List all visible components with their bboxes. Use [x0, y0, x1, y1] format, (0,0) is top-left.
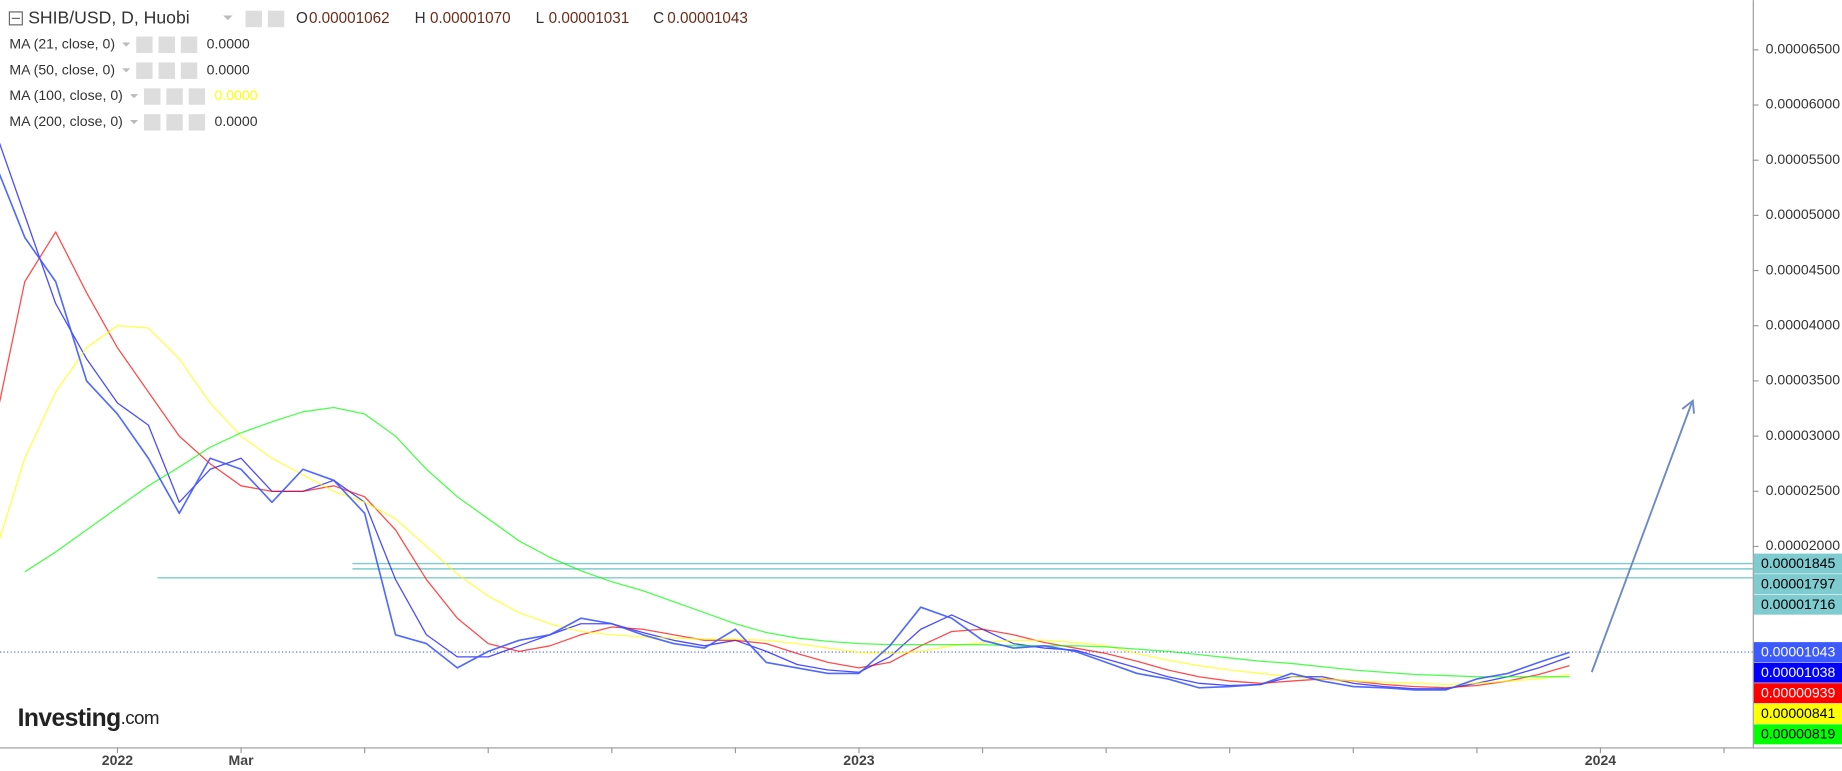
collapse-icon[interactable]: [8, 11, 23, 26]
legend-icon[interactable]: [180, 36, 198, 54]
legend-icon[interactable]: [188, 114, 206, 131]
price-tag: [1753, 594, 1842, 615]
legend-dropdown: [129, 120, 139, 125]
legend-label: MA (100, close, 0): [9, 87, 122, 103]
settings-icon[interactable]: [267, 10, 285, 28]
legend-icon[interactable]: [180, 62, 198, 79]
y-tick-label: 0.00002000: [1766, 537, 1841, 553]
legend-dropdown: [129, 94, 139, 99]
logo-suffix: .com: [121, 707, 159, 728]
y-tick-label: 0.00003500: [1766, 372, 1841, 388]
logo: Investing.com: [18, 705, 159, 732]
dropdown[interactable]: [223, 15, 233, 21]
legend-dropdown: [122, 42, 131, 47]
legend-icon[interactable]: [158, 36, 175, 54]
legend-icon[interactable]: [166, 88, 183, 105]
legend-icon[interactable]: [144, 114, 161, 131]
x-tick-label: 2024: [1585, 752, 1616, 768]
price-tag-label: 0.00000819: [1761, 726, 1836, 742]
ma-line: [24, 406, 1570, 678]
price-tag-label: 0.00001043: [1761, 643, 1836, 659]
price-tag-label: 0.00000939: [1761, 685, 1836, 701]
legend-icon[interactable]: [136, 62, 153, 79]
price-tag-label: 0.00001716: [1761, 596, 1836, 612]
price-tag: [1753, 642, 1842, 663]
y-tick-label: 0.00005500: [1766, 151, 1841, 167]
legend-icon[interactable]: [136, 36, 153, 54]
price-tag-label: 0.00001845: [1761, 555, 1836, 571]
projection-arrow: [1590, 402, 1693, 673]
ohlc-value: 0.00001031: [549, 10, 630, 27]
x-tick-label: 2022: [102, 752, 133, 768]
y-tick-label: 0.00004500: [1766, 261, 1841, 277]
symbol: SHIB/USD, D, Huobi: [28, 8, 189, 28]
ohlc-key: H: [415, 10, 426, 27]
arrow-head: [1681, 398, 1695, 414]
price-tag-label: 0.00000841: [1761, 705, 1836, 721]
legend-icon[interactable]: [166, 114, 183, 131]
ohlc-key: L: [536, 10, 545, 27]
legend-value: 0.0000: [214, 113, 257, 129]
legend-label: MA (50, close, 0): [9, 61, 115, 77]
price-tag: [1753, 574, 1842, 595]
ohlc-key: C: [653, 10, 664, 27]
legend: MA (21, close, 0) 0.0000 MA (50, close, 0)…: [9, 36, 258, 131]
legend-dropdown: [122, 68, 131, 73]
price-tag-label: 0.00001038: [1761, 664, 1836, 680]
price-tag: [1753, 662, 1842, 683]
y-tick-label: 0.00005000: [1766, 206, 1841, 222]
legend-icon[interactable]: [188, 88, 206, 105]
y-tick-label: 0.00004000: [1766, 316, 1841, 332]
y-tick-label: 0.00006000: [1766, 96, 1841, 112]
legend-icon[interactable]: [158, 62, 175, 79]
y-tick-label: 0.00003000: [1766, 427, 1841, 443]
ohlc-value: 0.00001043: [667, 10, 748, 27]
visibility-icon[interactable]: [245, 10, 262, 28]
y-tick-label: 0.00006500: [1766, 41, 1841, 57]
plot-area: [0, 142, 1753, 691]
ohlc-key: O: [296, 10, 308, 27]
logo-brand: Investing: [18, 705, 121, 732]
ma-line: [0, 231, 1570, 689]
ohlc: O 0.00001062 H 0.00001070 L 0.00001031 C 0.0000…: [296, 10, 748, 27]
price-tag: [1753, 724, 1842, 745]
legend-icon[interactable]: [144, 88, 161, 105]
x-tick-label: 2023: [843, 752, 874, 768]
price-tag: [1753, 683, 1842, 704]
legend-label: MA (21, close, 0): [9, 36, 115, 52]
ohlc-value: 0.00001070: [430, 10, 511, 27]
legend-value: 0.0000: [214, 87, 257, 103]
price-tag: [1753, 553, 1842, 574]
legend-value: 0.0000: [207, 36, 250, 52]
legend-label: MA (200, close, 0): [9, 113, 122, 129]
price-line: [0, 173, 1570, 691]
ohlc-value: 0.00001062: [309, 10, 390, 27]
y-tick-label: 0.00002500: [1766, 482, 1841, 498]
legend-value: 0.0000: [207, 61, 250, 77]
price-tag: [1753, 703, 1842, 724]
price-tag-label: 0.00001797: [1761, 575, 1836, 591]
axes: 0.00002000 0.00002500 0.00003000 0.00003500…: [102, 41, 1842, 768]
x-tick-label: Mar: [229, 752, 255, 768]
